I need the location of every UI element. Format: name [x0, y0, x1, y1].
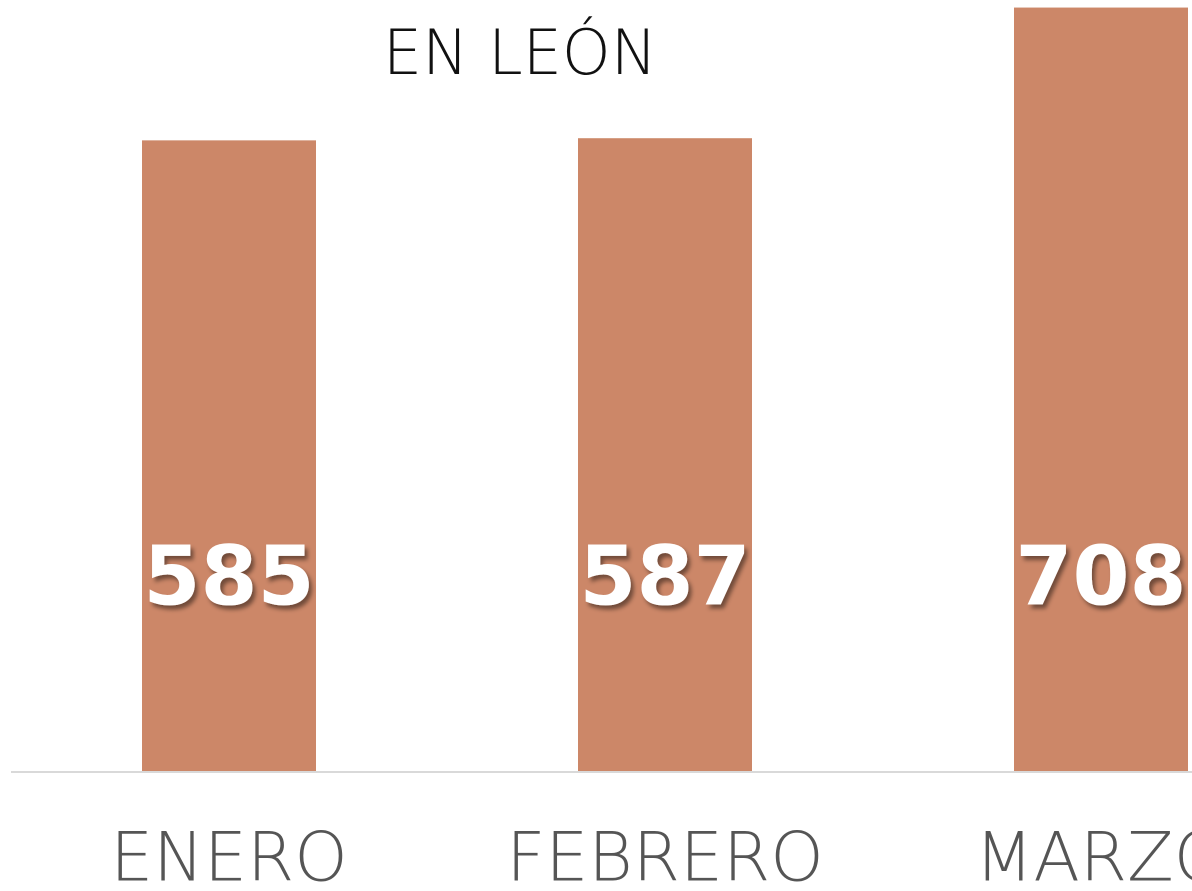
bar — [578, 138, 752, 772]
x-tick-label: FEBRERO — [506, 819, 824, 891]
bar — [1014, 7, 1188, 772]
x-tick-label: MARZO — [975, 819, 1192, 891]
bar — [142, 140, 316, 772]
x-tick-label: ENERO — [110, 819, 348, 891]
data-label: 587 — [579, 529, 750, 624]
data-label: 708 — [1015, 529, 1186, 624]
chart-title: EN LEÓN — [383, 16, 657, 89]
data-label: 585 — [143, 529, 314, 624]
